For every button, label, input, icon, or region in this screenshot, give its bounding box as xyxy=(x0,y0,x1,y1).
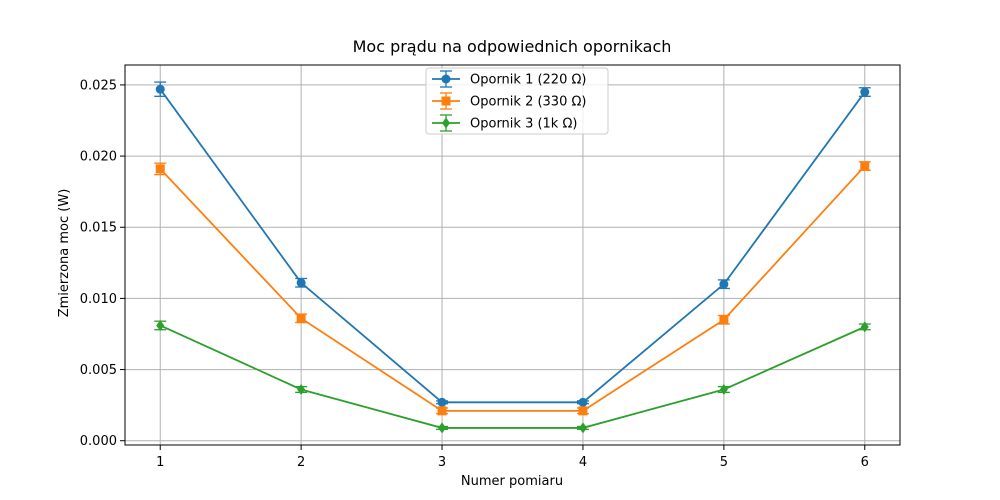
x-axis-label: Numer pomiaru xyxy=(461,474,563,489)
data-point xyxy=(860,87,870,97)
series-line xyxy=(159,324,866,429)
data-point xyxy=(578,406,588,416)
x-tick-label: 3 xyxy=(438,455,446,470)
data-point xyxy=(437,406,447,416)
data-point xyxy=(297,383,306,395)
data-point xyxy=(296,278,306,288)
data-point xyxy=(578,422,587,434)
x-tick-label: 4 xyxy=(579,455,587,470)
ticks: 1 2 3 4 5 6 0.000 0.005 0.010 0.015 0.020 0.025 xyxy=(80,78,869,470)
data-point xyxy=(156,319,165,331)
y-tick-label: 0.000 xyxy=(80,434,117,449)
data-point xyxy=(437,397,447,407)
x-tick-label: 6 xyxy=(861,455,869,470)
legend: Opornik 1 (220 Ω) Opornik 2 (330 Ω) Oporni… xyxy=(425,67,609,135)
legend-marker xyxy=(441,74,451,84)
legend-entry: Opornik 1 (220 Ω) xyxy=(432,70,587,88)
series-line xyxy=(159,165,866,412)
chart-title: Moc prądu na odpowiednich opornikach xyxy=(353,37,672,56)
legend-marker xyxy=(442,117,450,129)
y-tick-label: 0.015 xyxy=(80,221,117,236)
data-point xyxy=(578,397,588,407)
data-point xyxy=(719,315,729,325)
x-tick-label: 5 xyxy=(720,455,728,470)
y-tick-label: 0.005 xyxy=(80,363,117,378)
series-3 xyxy=(154,319,871,434)
legend-label: Opornik 1 (220 Ω) xyxy=(470,73,587,88)
data-point xyxy=(719,383,728,395)
legend-label: Opornik 2 (330 Ω) xyxy=(470,95,587,110)
y-tick-label: 0.025 xyxy=(80,78,117,93)
series-line xyxy=(159,88,866,404)
data-point xyxy=(860,161,870,171)
legend-entry: Opornik 3 (1k Ω) xyxy=(432,114,577,132)
series-layer xyxy=(154,81,871,434)
y-tick-label: 0.010 xyxy=(80,292,117,307)
y-tick-label: 0.020 xyxy=(80,150,117,165)
data-point xyxy=(155,84,165,94)
legend-box xyxy=(425,67,609,135)
legend-marker xyxy=(441,96,451,106)
legend-label: Opornik 3 (1k Ω) xyxy=(470,117,577,132)
x-tick-label: 2 xyxy=(297,455,305,470)
data-point xyxy=(438,422,447,434)
series-1 xyxy=(154,81,871,407)
data-point xyxy=(719,279,729,289)
legend-entry: Opornik 2 (330 Ω) xyxy=(432,92,587,110)
plot-frame xyxy=(124,64,901,446)
x-tick-label: 1 xyxy=(156,455,164,470)
series-2 xyxy=(154,161,871,416)
data-point xyxy=(860,321,869,333)
y-axis-label: Zmierzona moc (W) xyxy=(57,189,72,318)
data-point xyxy=(296,313,306,323)
data-point xyxy=(155,164,165,174)
